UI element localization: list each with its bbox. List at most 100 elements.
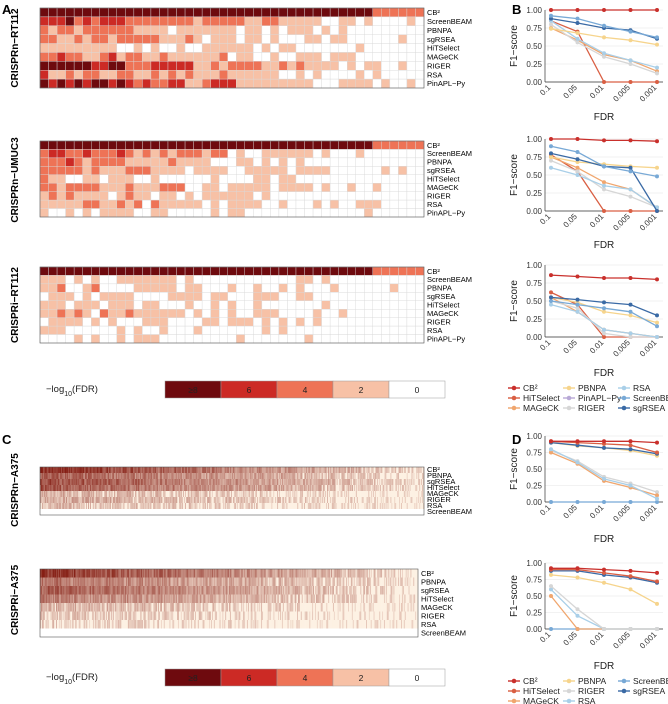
heat-cell [73, 25, 83, 35]
heat-cell [125, 485, 127, 491]
heat-cell [48, 292, 58, 301]
heat-cell [48, 473, 50, 479]
heat-cell [332, 569, 335, 578]
heat-cell [244, 183, 254, 192]
heat-cell [210, 52, 220, 62]
heat-cell [102, 503, 104, 509]
heat-cell [391, 485, 393, 491]
heat-cell [163, 569, 166, 578]
heat-cell [327, 467, 329, 473]
heat-cell [123, 509, 125, 515]
heat-cell [343, 485, 345, 491]
heat-cell [364, 467, 366, 473]
heat-cell [270, 7, 280, 18]
heat-cell [318, 569, 321, 578]
heat-cell [53, 467, 55, 473]
heat-cell [133, 52, 143, 62]
heat-cell [277, 569, 279, 578]
heat-cell [226, 467, 228, 473]
heat-cell [219, 569, 221, 578]
heat-cell [407, 509, 409, 515]
heat-cell [353, 509, 356, 515]
heat-cell [312, 157, 322, 167]
heat-cell [224, 473, 226, 479]
heat-cell [149, 497, 151, 503]
heat-cell [54, 491, 56, 497]
heat-cell [352, 503, 355, 509]
heat-cell [150, 275, 160, 285]
heat-cell [142, 191, 152, 201]
heat-cell [360, 485, 362, 491]
heat-cell [110, 479, 112, 485]
heat-cell [200, 509, 202, 515]
heat-cell [372, 334, 382, 344]
heat-cell [388, 479, 390, 485]
heat-cell [236, 485, 239, 491]
heat-cell [291, 503, 293, 509]
heat-cell [329, 497, 332, 503]
heat-cell [408, 467, 410, 473]
heat-cell [197, 467, 199, 473]
heat-cell [409, 491, 411, 497]
heat-cell [76, 569, 79, 578]
heat-cell [270, 473, 272, 479]
heat-cell [287, 325, 297, 335]
heat-cell [39, 191, 49, 201]
heat-cell [315, 467, 317, 473]
heat-cell [220, 497, 222, 503]
heat-cell [287, 479, 289, 485]
heat-cell [381, 485, 384, 491]
heat-cell [215, 479, 217, 485]
heat-cell [391, 479, 393, 485]
heat-frame [39, 140, 425, 218]
heat-cell [303, 473, 305, 479]
heat-cell [177, 509, 179, 515]
heat-cell [90, 334, 100, 344]
heat-cell [284, 485, 287, 491]
heat-cell [201, 309, 211, 318]
heat-cell [150, 334, 160, 344]
heat-cell [304, 569, 306, 578]
heat-cell [188, 569, 190, 578]
heat-cell [343, 479, 345, 485]
heat-cell [354, 509, 357, 515]
heat-cell [120, 497, 122, 503]
heat-cell [116, 491, 119, 497]
heat-cell [180, 473, 182, 479]
heat-cell [398, 503, 400, 509]
heat-cell [157, 473, 159, 479]
heat-row-label: RIGER [427, 191, 451, 200]
heat-cell [335, 509, 337, 515]
heat-cell [312, 317, 322, 327]
heat-cell [125, 577, 128, 586]
heat-cell [166, 503, 168, 509]
heat-cell [173, 485, 175, 491]
heat-cell [213, 479, 216, 485]
heat-cell [243, 479, 245, 485]
heat-cell [128, 569, 131, 578]
heat-cell [270, 208, 280, 218]
heat-cell [174, 509, 176, 515]
heat-cell [73, 467, 75, 473]
heat-cell [229, 569, 232, 578]
heat-cell [313, 503, 315, 509]
heat-cell [195, 491, 197, 497]
heat-cell [207, 479, 209, 485]
heat-cell [145, 569, 148, 578]
heat-cell [295, 140, 305, 150]
heat-cell [113, 479, 116, 485]
heat-cell [167, 25, 177, 35]
heat-cell [167, 317, 177, 327]
heat-cell [389, 569, 391, 578]
heat-cell [242, 509, 244, 515]
heat-cell [73, 52, 83, 62]
heat-cell [317, 491, 319, 497]
heat-cell [98, 503, 100, 509]
heat-cell [160, 577, 162, 586]
heat-cell [239, 467, 241, 473]
heat-cell [108, 485, 110, 491]
heat-cell [288, 479, 290, 485]
heat-cell [406, 34, 416, 44]
heat-cell [64, 485, 66, 491]
heat-cell [304, 43, 314, 53]
